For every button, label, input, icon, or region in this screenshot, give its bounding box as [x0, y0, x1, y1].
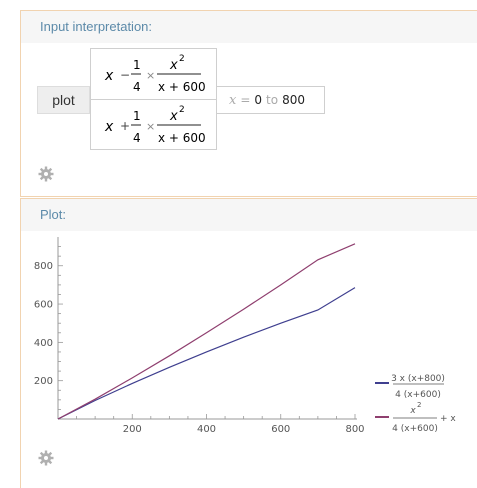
legend-2-tail: + x	[440, 414, 456, 424]
expr1-numerator: 1	[133, 58, 141, 72]
expressions-box: x − 1 4 × x 2 x + 600 x + 1 4	[90, 48, 217, 150]
expr1-exponent: 2	[179, 54, 185, 64]
expr2-variable: x	[104, 119, 114, 135]
legend-2-numerator: x	[409, 406, 416, 416]
expr1-frac-denominator: x + 600	[158, 80, 206, 94]
range-end: 800	[282, 93, 305, 107]
series-line-1	[57, 287, 356, 420]
input-pod-header: Input interpretation:	[21, 11, 477, 43]
expr1-times: ×	[146, 69, 155, 82]
y-tick-label: 400	[34, 338, 53, 349]
expressions-math: x − 1 4 × x 2 x + 600 x + 1 4	[104, 54, 206, 145]
y-tick-label: 800	[34, 261, 53, 272]
expr1-variable: x	[104, 68, 114, 84]
expression-1: x − 1 4 × x 2 x + 600	[104, 54, 206, 94]
expression-2: x + 1 4 × x 2 x + 600	[104, 105, 206, 145]
chart-series	[57, 243, 356, 420]
expr2-frac-denominator: x + 600	[158, 131, 206, 145]
expressions-divider	[91, 99, 216, 100]
plot-pod: Plot:	[20, 198, 477, 488]
expr2-numerator: 1	[133, 109, 141, 123]
chart-axes: 200 400 600 800 200 400 600 800	[34, 237, 365, 435]
plot-pod-title: Plot:	[40, 207, 67, 222]
x-tick-label: 800	[345, 424, 364, 435]
range-equals: =	[240, 93, 251, 107]
expr2-times: ×	[146, 120, 155, 133]
plot-command-cell: plot	[37, 86, 90, 114]
legend-1-numerator: 3 x (x+800)	[391, 374, 445, 384]
expr1-frac-numerator: x	[169, 58, 178, 73]
expr1-operator: −	[120, 68, 130, 82]
expr2-frac-numerator: x	[169, 109, 178, 124]
series-line-2	[57, 243, 356, 420]
expr2-exponent: 2	[179, 105, 185, 115]
expr1-denominator: 4	[133, 80, 141, 94]
plot-chart: 200 400 600 800 200 400 600 800 3 x (x+800) 4 (…	[34, 237, 456, 435]
x-tick-label: 400	[197, 424, 216, 435]
legend-1-denominator: 4 (x+600)	[395, 390, 441, 400]
x-tick-label: 200	[123, 424, 142, 435]
expr2-denominator: 4	[133, 131, 141, 145]
input-interpretation-pod: Input interpretation: plot x − 1 4 × x 2…	[20, 10, 477, 197]
input-pod-title: Input interpretation:	[40, 19, 153, 34]
expr2-operator: +	[120, 119, 130, 133]
gear-icon[interactable]	[38, 166, 54, 182]
y-tick-label: 600	[34, 300, 53, 311]
range-cell: x = 0 to 800	[217, 86, 325, 114]
range-start: 0	[254, 93, 263, 107]
x-tick-label: 600	[271, 424, 290, 435]
legend-2-denominator: 4 (x+600)	[392, 424, 438, 434]
range-variable: x	[229, 92, 237, 108]
gear-icon[interactable]	[38, 450, 54, 466]
plot-pod-header: Plot:	[21, 199, 477, 231]
range-to: to	[266, 93, 279, 107]
chart-legend: 3 x (x+800) 4 (x+600) x 2 4 (x+600) + x	[375, 374, 456, 434]
y-tick-label: 200	[34, 376, 53, 387]
legend-2-exponent: 2	[417, 401, 421, 409]
